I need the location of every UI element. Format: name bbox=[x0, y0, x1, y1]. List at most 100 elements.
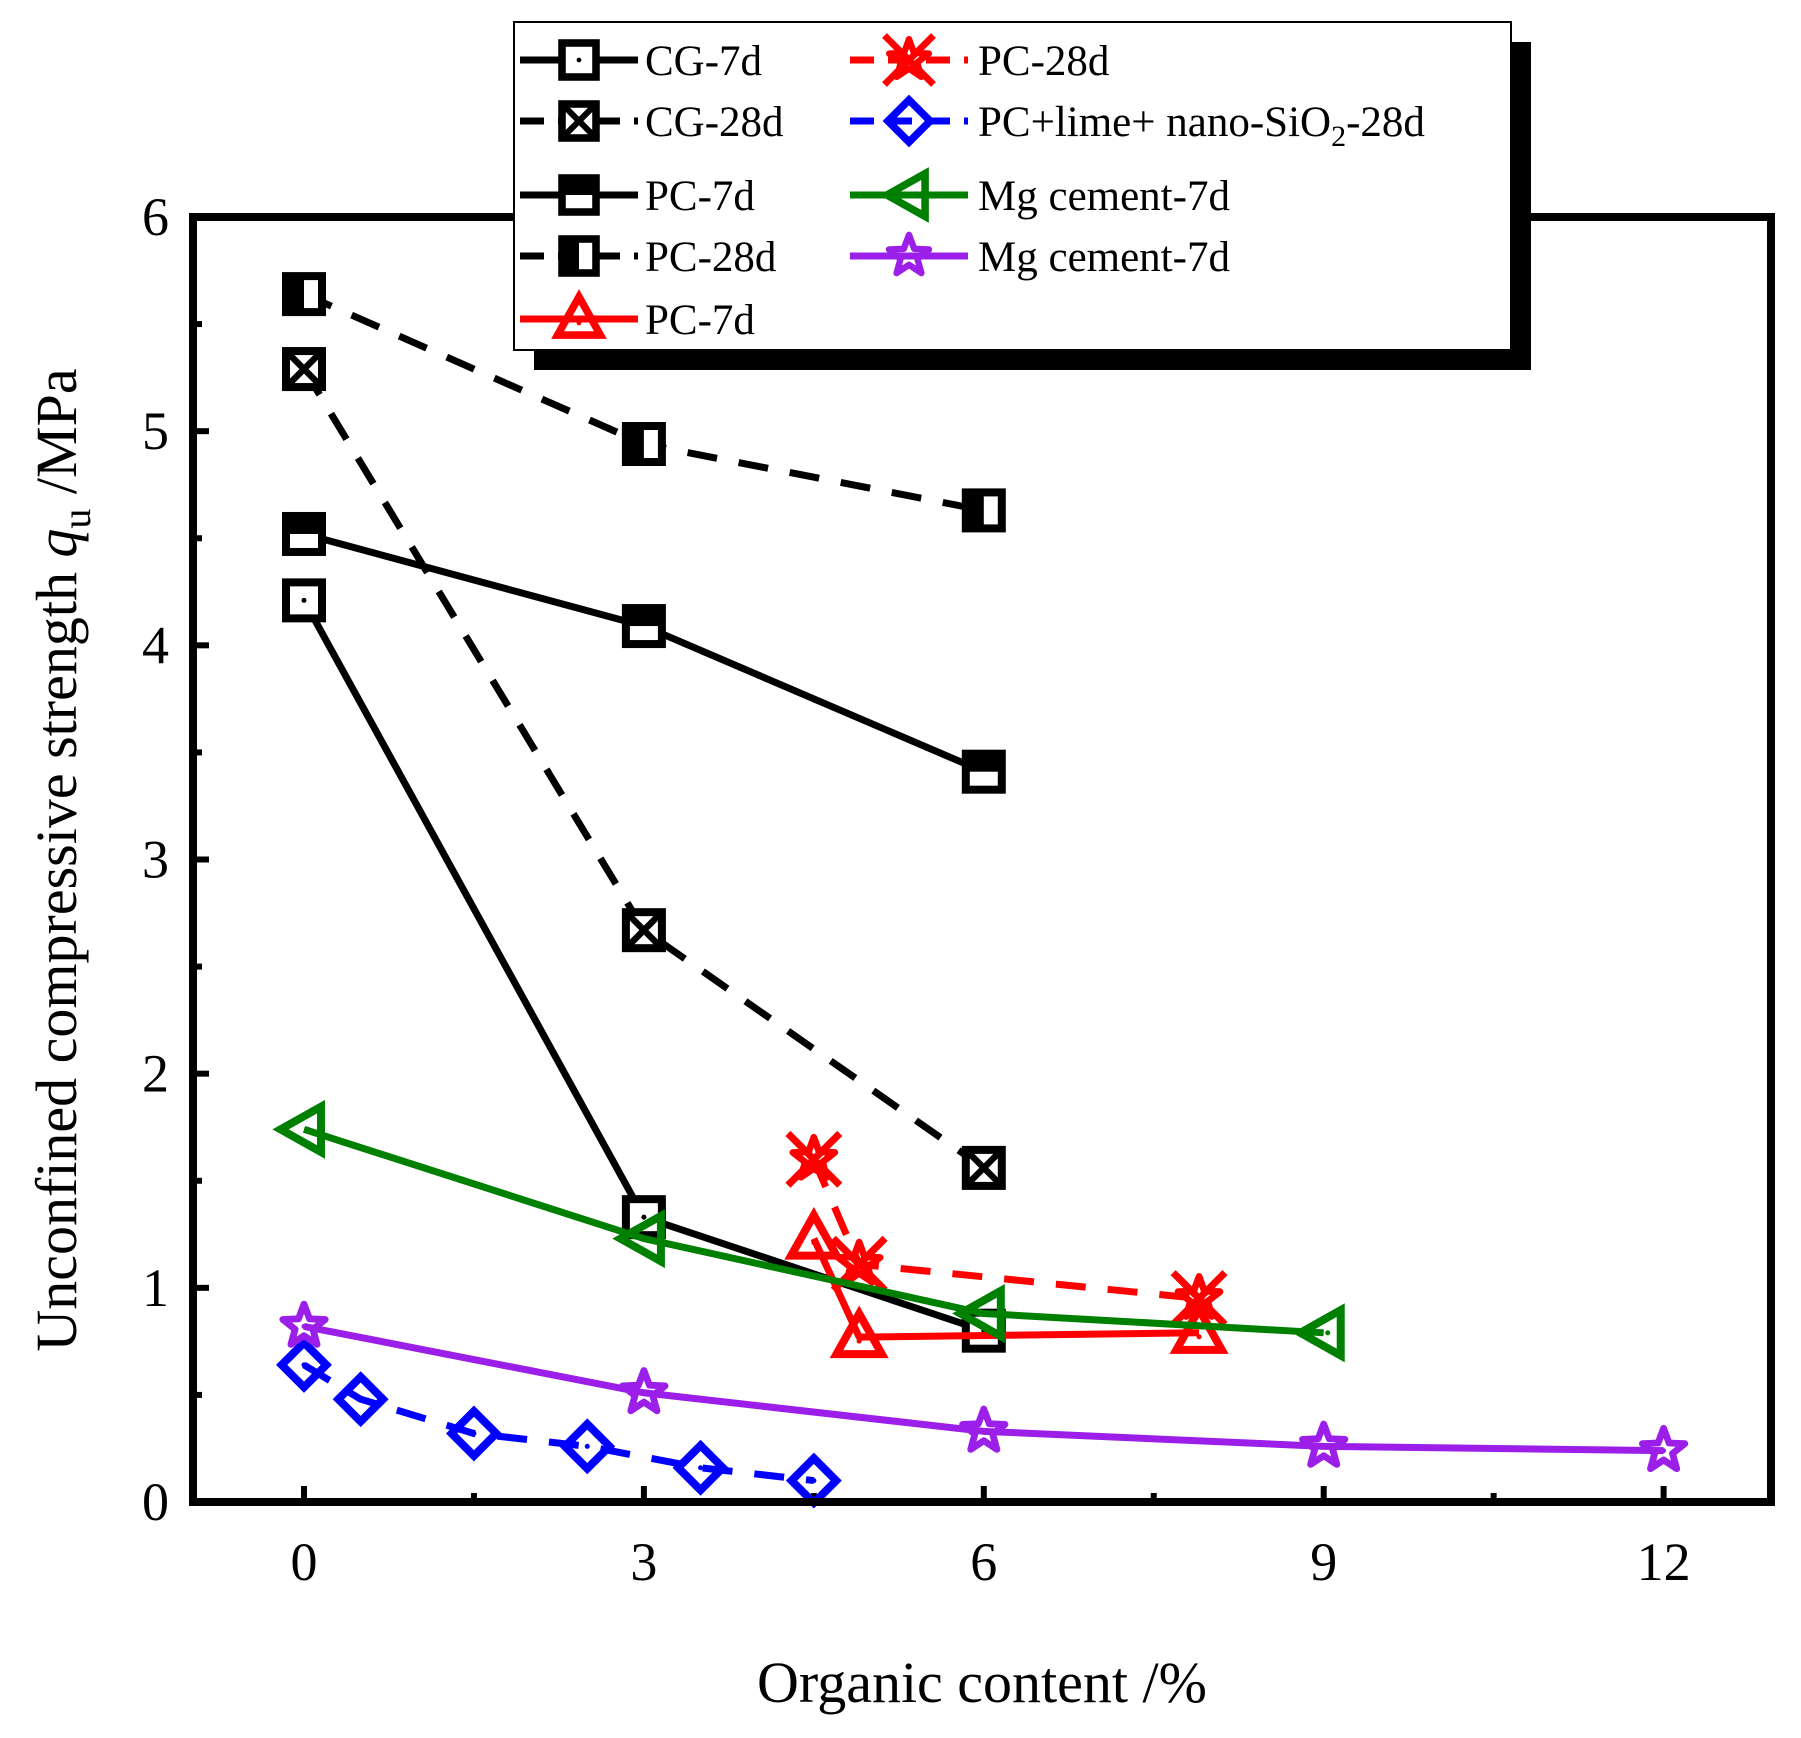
marker-shape bbox=[332, 1371, 389, 1428]
x-tick-label: 3 bbox=[630, 1532, 657, 1592]
marker-dot bbox=[576, 57, 582, 63]
series-6 bbox=[785, 1130, 1228, 1328]
legend-item: PC-7d bbox=[520, 289, 755, 344]
y-axis-title-prefix: Unconfined compressive strength bbox=[24, 558, 89, 1352]
legend-marker bbox=[558, 100, 600, 142]
y-tick-label: 1 bbox=[142, 1258, 169, 1318]
series-2 bbox=[282, 347, 1006, 1190]
legend-label-suffix: -28d bbox=[1346, 99, 1425, 146]
data-point bbox=[1170, 1270, 1228, 1328]
x-axis-title: Organic content /% bbox=[757, 1650, 1207, 1715]
marker-shape bbox=[882, 94, 936, 148]
legend-label: Mg cement-7d bbox=[978, 234, 1230, 281]
marker-shape bbox=[959, 1405, 1009, 1453]
legend-label: PC-7d bbox=[645, 297, 755, 344]
marker-dot bbox=[301, 597, 307, 603]
marker-cross bbox=[283, 348, 325, 390]
series-line bbox=[301, 367, 986, 1171]
legend-box bbox=[513, 21, 1512, 351]
marker-dot bbox=[910, 192, 916, 198]
marker-shape bbox=[279, 1300, 329, 1348]
legend-item: CG-7d bbox=[520, 38, 762, 85]
data-point bbox=[1299, 1420, 1349, 1468]
marker-shape bbox=[829, 1305, 889, 1359]
legend-marker bbox=[558, 174, 600, 216]
data-point bbox=[279, 1300, 329, 1348]
marker-cross bbox=[785, 1130, 843, 1188]
data-point bbox=[1292, 1303, 1345, 1363]
marker-fill bbox=[562, 178, 596, 195]
legend-label: Mg cement-7d bbox=[978, 173, 1230, 220]
marker-shape bbox=[834, 1238, 884, 1286]
marker-dot bbox=[641, 1390, 647, 1396]
marker-fill bbox=[965, 492, 984, 529]
marker-shape bbox=[551, 289, 607, 339]
legend-item: PC-28d bbox=[520, 234, 776, 281]
marker-dot bbox=[576, 320, 582, 326]
series-line bbox=[810, 1237, 1200, 1341]
data-point bbox=[959, 1405, 1009, 1453]
legend-label-subscript: 2 bbox=[1331, 120, 1346, 153]
marker-shape bbox=[879, 167, 929, 223]
marker-dot bbox=[1321, 1443, 1327, 1449]
data-point bbox=[785, 1130, 843, 1188]
series-8 bbox=[272, 1099, 1345, 1363]
data-point bbox=[282, 578, 326, 623]
x-tick-label: 6 bbox=[970, 1532, 997, 1592]
legend-label: PC-7d bbox=[645, 173, 755, 220]
marker-dot bbox=[981, 1428, 987, 1434]
marker-shape bbox=[272, 1099, 326, 1159]
marker-dot bbox=[1325, 1330, 1331, 1336]
legend-marker bbox=[882, 94, 936, 148]
legend-marker bbox=[879, 167, 929, 223]
data-point bbox=[829, 1305, 889, 1359]
y-tick-label: 5 bbox=[142, 401, 169, 461]
legend-item: PC-7d bbox=[520, 173, 755, 220]
data-point bbox=[961, 749, 1006, 794]
marker-shape bbox=[559, 1418, 616, 1475]
data-point bbox=[559, 1418, 616, 1475]
legend-marker bbox=[551, 289, 607, 339]
y-axis-title-symbol: q bbox=[24, 529, 89, 558]
y-tick-label: 3 bbox=[142, 830, 169, 890]
marker-dot bbox=[471, 1430, 477, 1436]
marker-dot bbox=[856, 1338, 862, 1344]
marker-shape bbox=[789, 1133, 839, 1181]
marker-cross bbox=[882, 33, 936, 87]
y-axis-title: Unconfined compressive strength qu /MPa bbox=[24, 368, 99, 1351]
x-tick-label: 9 bbox=[1310, 1532, 1337, 1592]
marker-dot bbox=[305, 1126, 311, 1132]
legend-marker bbox=[558, 39, 600, 81]
marker-fill bbox=[625, 608, 662, 627]
legend-marker bbox=[885, 231, 933, 277]
marker-fill bbox=[286, 276, 304, 313]
data-point bbox=[1639, 1424, 1689, 1473]
data-point bbox=[621, 908, 666, 953]
marker-dot bbox=[698, 1465, 704, 1471]
data-point bbox=[445, 1405, 502, 1462]
series-group bbox=[272, 272, 1689, 1509]
legend-item: PC+lime+ nano-SiO2-28d bbox=[850, 94, 1425, 153]
marker-shape bbox=[885, 35, 933, 81]
y-tick-label: 6 bbox=[142, 187, 169, 247]
data-point bbox=[961, 488, 1006, 533]
marker-dot bbox=[584, 1443, 590, 1449]
data-point bbox=[332, 1371, 389, 1428]
marker-dot bbox=[906, 253, 912, 259]
series-line bbox=[302, 1126, 1324, 1337]
legend-items: CG-7d CG-28d PC-7d PC-28d PC-7d PC-28d PC+lime… bbox=[520, 33, 1425, 344]
data-point bbox=[282, 272, 326, 317]
marker-fill bbox=[286, 515, 322, 534]
marker-dot bbox=[985, 1311, 991, 1317]
legend-label: CG-28d bbox=[645, 99, 784, 146]
legend-item: Mg cement-7d bbox=[850, 231, 1230, 281]
series-1 bbox=[282, 578, 1006, 1353]
legend-marker bbox=[558, 235, 600, 277]
legend-label: PC-28d bbox=[645, 234, 776, 281]
legend-item: CG-28d bbox=[520, 99, 784, 146]
marker-dot bbox=[811, 1478, 817, 1484]
data-point bbox=[612, 1209, 665, 1269]
marker-dot bbox=[1661, 1448, 1667, 1454]
marker-dot bbox=[358, 1396, 364, 1402]
